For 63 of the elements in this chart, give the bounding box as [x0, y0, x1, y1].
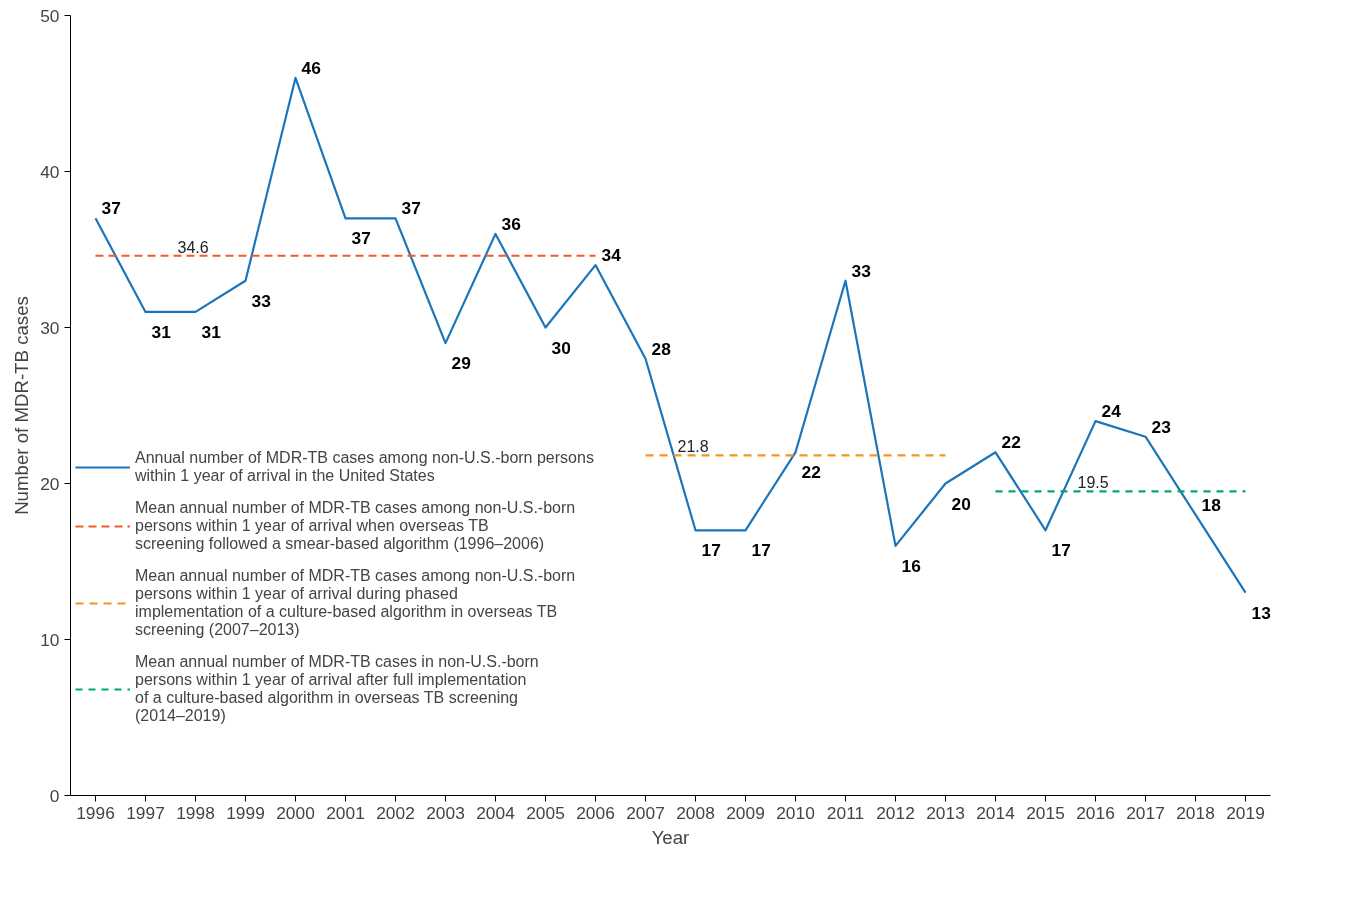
data-label: 31 [201, 321, 222, 342]
x-tick-label: 1998 [176, 802, 215, 823]
x-tick-label: 2018 [1176, 802, 1215, 823]
x-tick-label: 2008 [676, 802, 715, 823]
x-tick-label: 2019 [1226, 802, 1265, 823]
x-tick-label: 2013 [926, 802, 965, 823]
annotation: 21.8 [677, 438, 709, 456]
x-tick-label: 2004 [476, 802, 516, 823]
x-tick-label: 2005 [526, 802, 565, 823]
y-tick-label: 40 [40, 161, 60, 182]
data-label: 34 [601, 245, 622, 266]
data-label: 23 [1151, 416, 1172, 437]
annotation: 34.6 [177, 238, 209, 256]
data-label: 13 [1251, 602, 1272, 623]
y-tick-label: 20 [40, 473, 60, 494]
legend-label: Mean annual number of MDR-TB cases in non-U.S.-born persons within 1 year of arrival after full implementation of a culture-based algorithm in overseas TB screening (2014–2019) [135, 653, 539, 725]
data-label: 18 [1201, 494, 1222, 515]
data-label: 37 [401, 198, 421, 219]
x-tick-label: 1997 [126, 802, 165, 823]
data-label: 17 [1051, 540, 1071, 561]
data-label: 30 [551, 337, 571, 358]
x-tick-label: 2017 [1126, 802, 1165, 823]
x-tick-label: 2014 [976, 802, 1016, 823]
data-label: 33 [851, 260, 872, 281]
data-label: 24 [1101, 401, 1122, 422]
x-tick-label: 1999 [226, 802, 265, 823]
data-label: 16 [901, 555, 922, 576]
x-tick-label: 2012 [876, 802, 915, 823]
x-tick-label: 1996 [76, 802, 115, 823]
data-label: 29 [451, 353, 471, 374]
data-label: 20 [951, 493, 971, 514]
data-label: 17 [751, 540, 771, 561]
y-axis-title: Number of MDR-TB cases [11, 296, 33, 515]
data-label: 33 [251, 290, 272, 311]
x-tick-label: 2009 [726, 802, 765, 823]
data-label: 37 [101, 198, 121, 219]
x-tick-label: 2011 [826, 802, 865, 823]
y-tick-label: 10 [40, 629, 60, 650]
y-tick-label: 50 [40, 5, 60, 26]
data-label: 22 [1001, 432, 1021, 453]
x-tick-label: 2016 [1076, 802, 1115, 823]
x-tick-label: 2015 [1026, 802, 1065, 823]
data-label: 22 [801, 462, 821, 483]
x-tick-label: 2002 [376, 802, 415, 823]
x-tick-label: 2001 [326, 802, 365, 823]
legend-label: Mean annual number of MDR-TB cases among non-U.S.-born persons within 1 year of arrival when overseas TB screening followed a smear-based algorithm (1996–2006) [135, 499, 576, 553]
y-tick-label: 30 [40, 317, 60, 338]
x-tick-label: 2000 [276, 802, 315, 823]
x-axis-title: Year [651, 826, 690, 848]
legend-label: Annual number of MDR-TB cases among non-U.S.-born persons within 1 year of arrival in the United States [135, 449, 594, 485]
legend-label: Mean annual number of MDR-TB cases among non-U.S.-born persons within 1 year of arrival during phased implementation of a culture-based algorithm in overseas TB screening (2007–2013) [135, 567, 576, 639]
data-label: 31 [151, 321, 172, 342]
data-label: 37 [351, 228, 371, 249]
data-label: 46 [301, 57, 322, 78]
x-tick-label: 2003 [426, 802, 465, 823]
data-label: 36 [501, 213, 522, 234]
x-tick-label: 2007 [626, 802, 665, 823]
y-tick-label: 0 [49, 785, 60, 806]
data-label: 17 [701, 540, 721, 561]
x-tick-label: 2010 [776, 802, 815, 823]
x-tick-label: 2006 [576, 802, 615, 823]
annotation: 19.5 [1077, 474, 1109, 492]
data-label: 28 [651, 338, 672, 359]
